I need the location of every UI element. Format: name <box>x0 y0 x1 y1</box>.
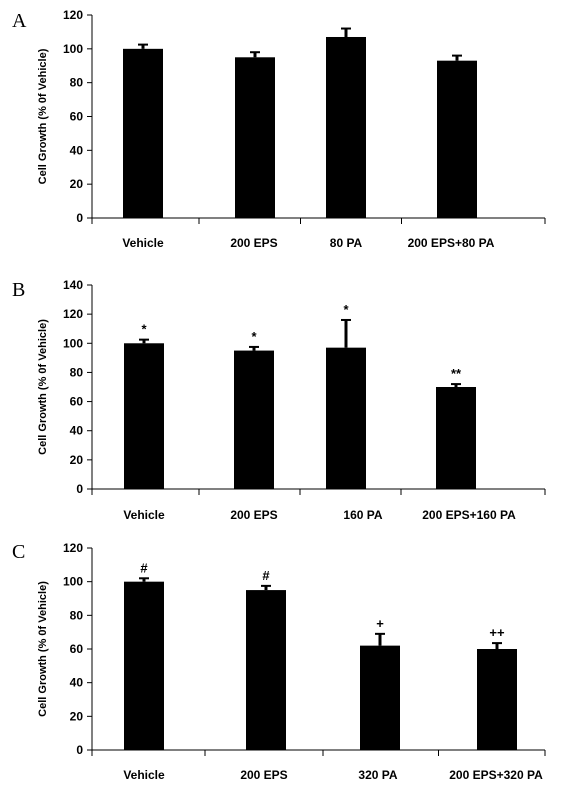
bar <box>326 36 366 218</box>
y-tick-label: 140 <box>63 278 83 292</box>
bar <box>436 387 476 489</box>
panel-label: B <box>12 279 25 301</box>
y-tick-label: 120 <box>63 8 83 22</box>
y-tick-label: 100 <box>63 336 83 350</box>
y-tick-label: 0 <box>76 482 83 496</box>
category-label: 200 EPS <box>240 768 287 782</box>
significance-mark: ++ <box>489 625 505 640</box>
panel-label: C <box>12 541 25 563</box>
y-tick-label: 100 <box>63 575 83 589</box>
significance-mark: # <box>262 568 270 583</box>
y-tick-label: 20 <box>70 453 84 467</box>
y-tick-label: 40 <box>70 424 84 438</box>
bar <box>234 350 274 489</box>
significance-mark: * <box>343 302 349 317</box>
bar <box>124 343 164 489</box>
category-label: 200 EPS+320 PA <box>449 768 543 782</box>
chart-panel-B: B Cell Growth (% 0f Vehicle) 0 20 40 60 80 100 1… <box>12 278 546 522</box>
significance-mark: ** <box>451 366 462 381</box>
y-axis-label: Cell Growth (% 0f Vehicle) <box>37 319 49 455</box>
y-tick-label: 40 <box>70 143 84 157</box>
significance-mark: # <box>140 560 148 575</box>
chart-panel-C: C Cell Growth (% 0f Vehicle) 0 20 40 60 80 100 1… <box>12 541 546 782</box>
y-axis-label: Cell Growth (% 0f Vehicle) <box>37 48 49 184</box>
category-label: 200 EPS <box>230 236 277 250</box>
category-label: 160 PA <box>343 508 382 522</box>
y-tick-label: 80 <box>70 608 84 622</box>
significance-mark: * <box>141 322 147 337</box>
bar <box>437 60 477 218</box>
y-tick-label: 80 <box>70 76 84 90</box>
y-tick-label: 100 <box>63 42 83 56</box>
panel-label: A <box>12 10 27 32</box>
category-label: Vehicle <box>123 508 165 522</box>
bar <box>326 347 366 489</box>
significance-mark: + <box>376 616 384 631</box>
y-tick-label: 60 <box>70 110 84 124</box>
bar <box>477 649 517 750</box>
y-tick-label: 20 <box>70 177 84 191</box>
significance-mark: * <box>251 329 257 344</box>
y-tick-label: 60 <box>70 395 84 409</box>
category-label: 200 EPS <box>230 508 277 522</box>
category-label: Vehicle <box>122 236 164 250</box>
bar <box>246 590 286 750</box>
y-tick-label: 20 <box>70 709 84 723</box>
y-axis-label: Cell Growth (% 0f Vehicle) <box>37 581 49 717</box>
y-tick-label: 0 <box>76 211 83 225</box>
y-tick-label: 40 <box>70 676 84 690</box>
category-label: 200 EPS+160 PA <box>422 508 516 522</box>
y-tick-label: 0 <box>76 743 83 757</box>
bar <box>235 57 275 218</box>
bar <box>360 645 400 750</box>
category-label: Vehicle <box>123 768 165 782</box>
chart-panel-A: A Cell Growth (% 0f Vehicle) 0 20 40 60 80 100 1… <box>12 8 546 250</box>
y-tick-label: 120 <box>63 541 83 555</box>
y-tick-label: 60 <box>70 642 84 656</box>
y-tick-label: 80 <box>70 365 84 379</box>
category-label: 80 PA <box>330 236 363 250</box>
category-label: 200 EPS+80 PA <box>408 236 495 250</box>
category-label: 320 PA <box>358 768 397 782</box>
bar <box>124 581 164 750</box>
bar <box>123 48 163 219</box>
y-tick-label: 120 <box>63 307 83 321</box>
